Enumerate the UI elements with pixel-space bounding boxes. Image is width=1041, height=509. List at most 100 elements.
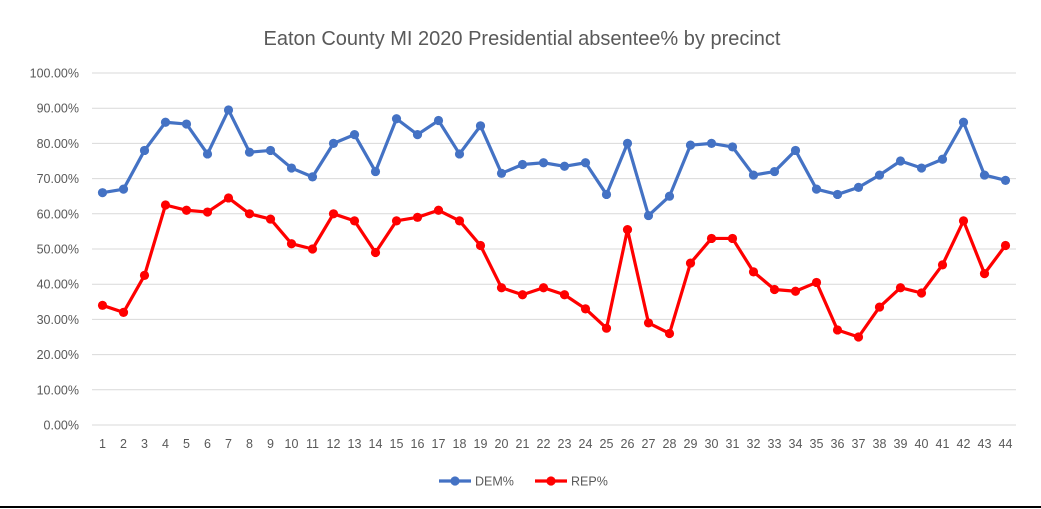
data-point	[706, 138, 717, 148]
y-tick-label: 70.00%	[37, 172, 79, 186]
data-point	[244, 209, 255, 219]
x-tick-label: 13	[348, 437, 362, 451]
data-point	[1000, 175, 1011, 185]
x-tick-label: 19	[474, 437, 488, 451]
y-tick-label: 20.00%	[37, 348, 79, 362]
x-tick-label: 38	[873, 437, 887, 451]
data-point	[97, 188, 108, 198]
data-point	[874, 302, 885, 312]
data-point	[559, 290, 570, 300]
data-point	[244, 147, 255, 157]
y-tick-label: 10.00%	[37, 383, 79, 397]
data-point	[328, 209, 339, 219]
x-tick-label: 30	[705, 437, 719, 451]
x-tick-label: 18	[453, 437, 467, 451]
x-tick-label: 43	[978, 437, 992, 451]
data-point	[580, 158, 591, 168]
legend-swatch-marker	[450, 476, 460, 486]
data-point	[622, 138, 633, 148]
data-point	[433, 205, 444, 215]
data-point	[538, 283, 549, 293]
data-point	[475, 240, 486, 251]
data-point	[496, 283, 507, 293]
data-point	[643, 318, 654, 328]
data-point	[433, 115, 444, 126]
data-point	[769, 284, 780, 295]
x-tick-label: 25	[600, 437, 614, 451]
data-point	[979, 269, 990, 279]
data-point	[265, 145, 276, 156]
y-tick-label: 0.00%	[44, 419, 79, 433]
data-point	[160, 117, 171, 127]
data-point	[601, 189, 612, 200]
data-point	[286, 239, 297, 249]
data-point	[286, 163, 297, 173]
data-point	[853, 182, 864, 192]
data-point	[181, 119, 192, 129]
legend: DEM% REP%	[439, 475, 608, 489]
legend-swatch-marker	[546, 476, 556, 486]
x-tick-label: 3	[141, 437, 148, 451]
x-tick-label: 4	[162, 437, 169, 451]
legend-label: REP%	[571, 475, 608, 489]
data-point	[139, 270, 150, 280]
data-point	[1000, 240, 1011, 251]
data-point	[202, 149, 213, 159]
data-point	[937, 154, 948, 164]
data-point	[685, 258, 696, 268]
x-tick-label: 2	[120, 437, 127, 451]
data-point	[538, 158, 549, 168]
x-tick-label: 17	[432, 437, 446, 451]
data-point	[748, 170, 759, 180]
x-tick-label: 31	[726, 437, 740, 451]
data-point	[349, 216, 360, 226]
chart-title: Eaton County MI 2020 Presidential absent…	[264, 28, 781, 50]
x-tick-label: 15	[390, 437, 404, 451]
x-tick-label: 6	[204, 437, 211, 451]
data-point	[223, 105, 234, 115]
data-point	[727, 233, 738, 244]
data-point	[391, 216, 402, 226]
x-tick-label: 36	[831, 437, 845, 451]
data-point	[748, 267, 759, 277]
x-axis-ticks: 1 2 3 4 5 6 7 8 9 10 11 12 13 14 15 16 17 18 19 20 21 22 23 24 2…	[99, 437, 1012, 451]
x-tick-label: 24	[579, 437, 593, 451]
data-point	[160, 200, 171, 210]
data-point	[202, 207, 213, 217]
y-tick-label: 50.00%	[37, 243, 79, 257]
data-point	[181, 205, 192, 215]
data-point	[811, 184, 822, 194]
data-point	[790, 145, 801, 156]
x-tick-label: 10	[285, 437, 299, 451]
data-point	[328, 138, 339, 148]
x-tick-label: 20	[495, 437, 509, 451]
data-point	[874, 170, 885, 180]
x-tick-label: 35	[810, 437, 824, 451]
x-tick-label: 27	[642, 437, 656, 451]
x-tick-label: 42	[957, 437, 971, 451]
x-tick-label: 29	[684, 437, 698, 451]
data-point	[895, 156, 906, 166]
data-point	[307, 172, 318, 182]
series-0	[97, 105, 1011, 221]
x-tick-label: 34	[789, 437, 803, 451]
x-tick-label: 44	[999, 437, 1013, 451]
data-point	[454, 216, 465, 226]
x-tick-label: 1	[99, 437, 106, 451]
data-point	[412, 130, 423, 140]
x-tick-label: 26	[621, 437, 635, 451]
data-point	[979, 170, 990, 180]
data-point	[496, 168, 507, 178]
data-point	[853, 332, 864, 342]
data-point	[517, 159, 528, 170]
data-point	[811, 277, 822, 288]
data-point	[349, 130, 360, 140]
data-point	[370, 247, 381, 258]
data-point	[559, 161, 570, 171]
data-point	[622, 225, 633, 235]
y-tick-label: 100.00%	[30, 67, 79, 81]
series-lines	[97, 105, 1011, 342]
